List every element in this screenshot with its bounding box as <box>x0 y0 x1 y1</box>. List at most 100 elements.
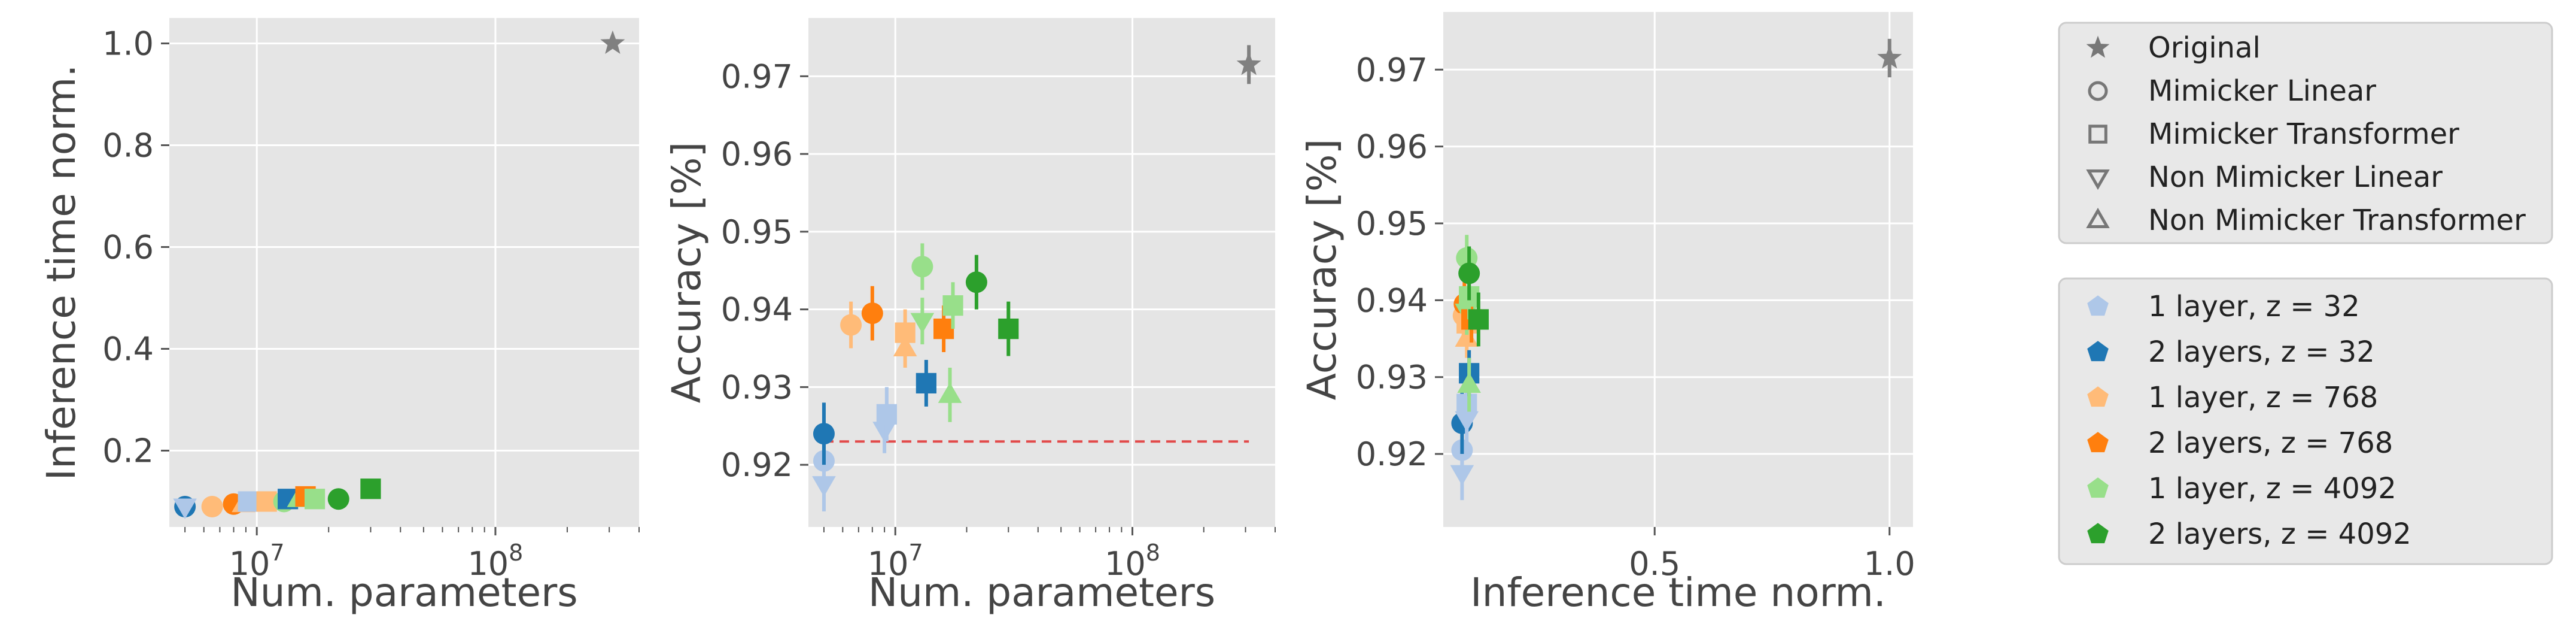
legend-label: Mimicker Transformer <box>2148 117 2459 151</box>
y-axis-label: Accuracy [%] <box>664 142 710 404</box>
data-point-circle <box>201 496 223 517</box>
legend-pentagon-icon <box>2087 477 2109 498</box>
x-tick-label: 1.0 <box>1864 545 1915 583</box>
y-tick-label: 0.95 <box>721 213 793 251</box>
data-point-circle <box>965 271 987 293</box>
data-point-square <box>895 322 916 343</box>
data-point-circle <box>327 488 349 510</box>
data-point-circle <box>1458 262 1480 284</box>
x-tick-label: 107 <box>868 540 923 583</box>
x-tick-base: 10 <box>1105 545 1146 583</box>
data-point-triangle-up <box>1457 372 1481 393</box>
y-tick-label: 0.93 <box>721 368 793 406</box>
data-point-square <box>1468 309 1489 330</box>
x-tick-exponent: 8 <box>509 540 523 566</box>
x-tick-base: 10 <box>229 545 270 583</box>
data-point-triangle-down <box>812 476 836 497</box>
data-point-star <box>1236 52 1261 75</box>
data-point-square <box>304 489 326 510</box>
y-tick-label: 0.2 <box>102 432 154 470</box>
minor-ticks <box>823 527 1276 532</box>
y-tick-label: 1.0 <box>102 25 154 63</box>
data-point-triangle-down <box>173 498 197 519</box>
y-tick-label: 0.96 <box>721 135 793 173</box>
legend-label: Original <box>2148 31 2261 65</box>
y-tick-label: 0.97 <box>1356 51 1428 89</box>
y-axis-label: Accuracy [%] <box>1299 139 1345 401</box>
data-point-square <box>876 404 897 425</box>
data-point-square <box>1456 393 1477 414</box>
data-point-circle <box>813 423 835 445</box>
x-tick-label: 107 <box>229 540 285 583</box>
data-point-circle <box>911 256 933 278</box>
data-point-star <box>1877 45 1902 69</box>
legend-box <box>2058 277 2553 565</box>
y-tick-label: 0.96 <box>1356 128 1428 166</box>
x-tick-label: 108 <box>467 540 523 583</box>
minor-ticks <box>184 527 640 532</box>
data-point-triangle-down <box>872 422 896 443</box>
x-tick-label: 0.5 <box>1629 545 1680 583</box>
y-tick-label: 0.95 <box>1356 205 1428 243</box>
data-point-triangle-down <box>910 313 935 334</box>
legend-label: Non Mimicker Linear <box>2148 160 2443 194</box>
x-tick-base: 10 <box>868 545 909 583</box>
data-points <box>812 45 1261 512</box>
legend-label: Non Mimicker Transformer <box>2148 204 2526 237</box>
y-tick-label: 0.92 <box>1356 435 1428 473</box>
legend-label: 2 layers, z = 4092 <box>2148 517 2411 551</box>
legend-box <box>2058 22 2553 244</box>
x-tick-exponent: 7 <box>908 540 923 566</box>
y-tick-label: 0.92 <box>721 446 793 484</box>
legend-pentagon-icon <box>2087 341 2109 362</box>
data-point-square <box>933 318 954 340</box>
legend-pentagon-icon <box>2087 432 2109 453</box>
legend-original-star-icon <box>2086 35 2110 58</box>
legend-pentagon-icon <box>2087 386 2109 407</box>
y-tick-label: 0.94 <box>721 291 793 329</box>
x-tick-label: 108 <box>1105 540 1160 583</box>
legend-marker-types: Original Mimicker Linear Mimicker Transfor… <box>2058 22 2553 244</box>
x-axis-label: Num. parameters <box>868 569 1215 616</box>
x-axis-label: Inference time norm. <box>1470 569 1886 616</box>
y-axis-label: Inference time norm. <box>38 65 84 481</box>
legend-square-icon <box>2088 125 2107 144</box>
data-point-square <box>360 478 381 499</box>
data-point-square <box>238 491 258 512</box>
plot-area <box>1443 12 1913 527</box>
data-point-square <box>998 318 1019 340</box>
legend-circle-icon <box>2088 81 2108 101</box>
x-tick-exponent: 8 <box>1146 540 1160 566</box>
data-point-circle <box>861 302 883 325</box>
data-point-triangle-up <box>938 382 962 403</box>
legend-triangle-down-icon <box>2086 169 2110 190</box>
x-tick-base: 10 <box>467 545 509 583</box>
legend-triangle-up-icon <box>2086 207 2110 228</box>
data-points <box>1450 38 1902 501</box>
legend-model-configs: 1 layer, z = 32 2 layers, z = 32 1 layer, … <box>2058 277 2553 565</box>
x-tick-exponent: 7 <box>270 540 284 566</box>
legend-label: 1 layer, z = 4092 <box>2148 472 2396 505</box>
legend-label: 2 layers, z = 768 <box>2148 426 2393 460</box>
x-axis-label: Num. parameters <box>230 569 577 616</box>
legend-label: 2 layers, z = 32 <box>2148 335 2375 369</box>
y-tick-label: 0.97 <box>721 57 793 95</box>
data-points <box>173 30 625 519</box>
data-point-star <box>600 30 625 54</box>
data-point-square <box>942 295 963 316</box>
data-point-triangle-down <box>1450 465 1474 486</box>
data-point-circle <box>840 314 862 336</box>
legend-pentagon-icon <box>2087 523 2109 544</box>
plot-area <box>808 18 1275 527</box>
legend-label: 1 layer, z = 768 <box>2148 381 2378 414</box>
data-point-square <box>916 372 936 394</box>
y-tick-label: 0.94 <box>1356 281 1428 319</box>
plot-area <box>169 18 639 527</box>
chart-inference-time-vs-accuracy: 0.5 1.0 0.92 0.93 0.94 0.95 0.96 0.97 Inference … <box>1299 12 1915 616</box>
y-tick-label: 0.6 <box>102 229 154 266</box>
y-tick-label: 0.93 <box>1356 359 1428 396</box>
legend-pentagon-icon <box>2087 295 2109 316</box>
y-tick-label: 0.8 <box>102 127 154 165</box>
legend-label: 1 layer, z = 32 <box>2148 290 2360 323</box>
